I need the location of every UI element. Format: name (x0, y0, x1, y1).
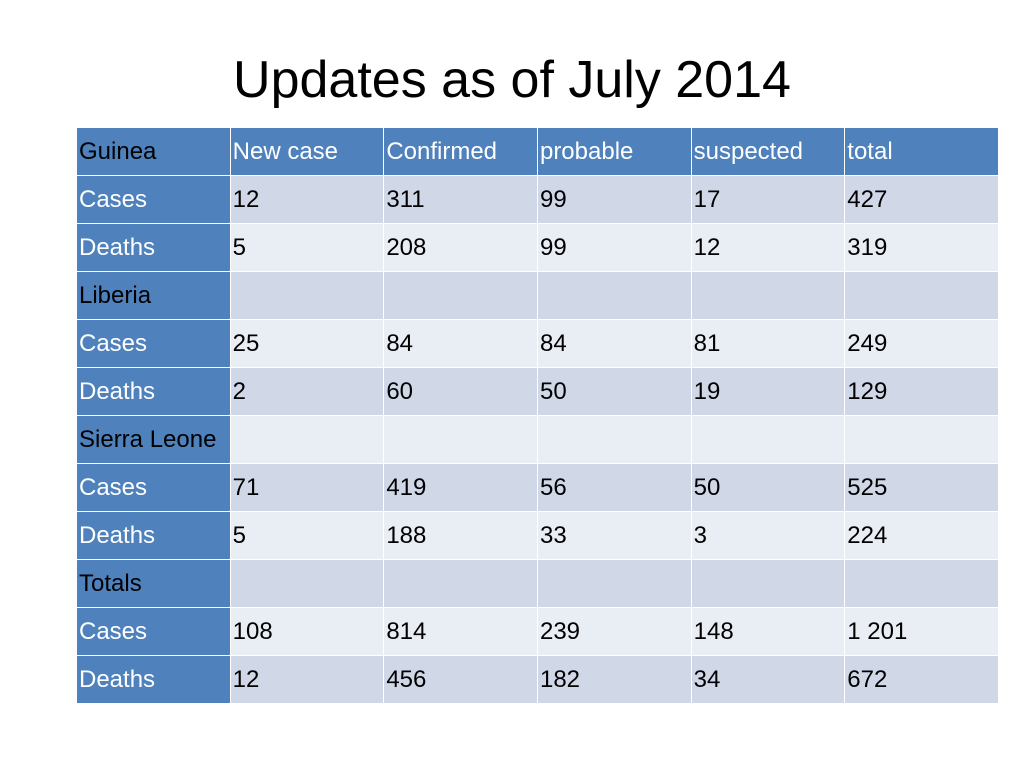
header-cell: total (844, 127, 999, 176)
table-cell: 208 (383, 223, 538, 272)
table-row: Cases 108 814 239 148 1 201 (76, 607, 999, 656)
table-cell: 672 (844, 655, 999, 704)
table-cell: 81 (690, 319, 846, 368)
table-cell (536, 415, 692, 464)
section-row: Totals (76, 559, 999, 608)
table-cell: 99 (536, 175, 692, 224)
table-cell: 60 (383, 367, 538, 416)
table-cell: 1 201 (844, 607, 999, 656)
table-row: Deaths 5 208 99 12 319 (76, 223, 999, 272)
table-cell (690, 271, 846, 320)
section-row: Liberia (76, 271, 999, 320)
table-cell (383, 559, 538, 608)
table-cell: 99 (536, 223, 692, 272)
table-header-row: Guinea New case Confirmed probable suspe… (76, 127, 999, 176)
section-label-cell: Liberia (76, 271, 231, 320)
table-cell (844, 415, 999, 464)
row-label-cell: Deaths (76, 655, 231, 704)
header-cell: suspected (690, 127, 846, 176)
table-cell: 33 (536, 511, 692, 560)
table-cell: 249 (844, 319, 999, 368)
table-row: Cases 12 311 99 17 427 (76, 175, 999, 224)
table-cell: 50 (690, 463, 846, 512)
table-cell: 12 (229, 175, 385, 224)
table-cell: 17 (690, 175, 846, 224)
table-cell: 5 (229, 511, 385, 560)
table-cell: 108 (229, 607, 385, 656)
row-label-cell: Cases (76, 175, 231, 224)
header-cell: Confirmed (383, 127, 538, 176)
table-cell: 5 (229, 223, 385, 272)
table-cell (383, 271, 538, 320)
section-label-cell: Totals (76, 559, 231, 608)
table-cell (690, 415, 846, 464)
table-row: Deaths 2 60 50 19 129 (76, 367, 999, 416)
table-cell: 319 (844, 223, 999, 272)
table-cell: 3 (690, 511, 846, 560)
table-cell: 182 (536, 655, 692, 704)
row-label-cell: Deaths (76, 223, 231, 272)
header-cell: New case (229, 127, 385, 176)
table-cell: 84 (536, 319, 692, 368)
table-cell: 129 (844, 367, 999, 416)
table-cell: 25 (229, 319, 385, 368)
table-cell: 239 (536, 607, 692, 656)
table-row: Cases 25 84 84 81 249 (76, 319, 999, 368)
section-row: Sierra Leone (76, 415, 999, 464)
table-cell: 311 (383, 175, 538, 224)
row-label-cell: Deaths (76, 511, 231, 560)
header-cell: Guinea (76, 127, 231, 176)
table-cell: 56 (536, 463, 692, 512)
table-cell (383, 415, 538, 464)
table-cell (229, 415, 385, 464)
table-row: Cases 71 419 56 50 525 (76, 463, 999, 512)
table-row: Deaths 5 188 33 3 224 (76, 511, 999, 560)
table-cell: 525 (844, 463, 999, 512)
table-cell (844, 271, 999, 320)
table-cell: 19 (690, 367, 846, 416)
row-label-cell: Cases (76, 319, 231, 368)
table-cell: 419 (383, 463, 538, 512)
section-label-cell: Sierra Leone (76, 415, 231, 464)
row-label-cell: Deaths (76, 367, 231, 416)
table-cell: 12 (229, 655, 385, 704)
table-cell: 2 (229, 367, 385, 416)
table-cell: 34 (690, 655, 846, 704)
table-row: Deaths 12 456 182 34 672 (76, 655, 999, 704)
table-cell: 456 (383, 655, 538, 704)
table-cell: 188 (383, 511, 538, 560)
table-cell: 814 (383, 607, 538, 656)
table-cell: 224 (844, 511, 999, 560)
slide-title: Updates as of July 2014 (233, 51, 791, 109)
table-cell: 12 (690, 223, 846, 272)
table-cell (229, 559, 385, 608)
table-cell: 50 (536, 367, 692, 416)
row-label-cell: Cases (76, 463, 231, 512)
table-cell: 84 (383, 319, 538, 368)
table-cell (690, 559, 846, 608)
table-cell (536, 271, 692, 320)
table-cell (229, 271, 385, 320)
table-cell: 427 (844, 175, 999, 224)
ebola-cases-table: Guinea New case Confirmed probable suspe… (76, 127, 999, 704)
table-cell (536, 559, 692, 608)
table-cell: 148 (690, 607, 846, 656)
table-cell (844, 559, 999, 608)
header-cell: probable (536, 127, 692, 176)
table-cell: 71 (229, 463, 385, 512)
row-label-cell: Cases (76, 607, 231, 656)
